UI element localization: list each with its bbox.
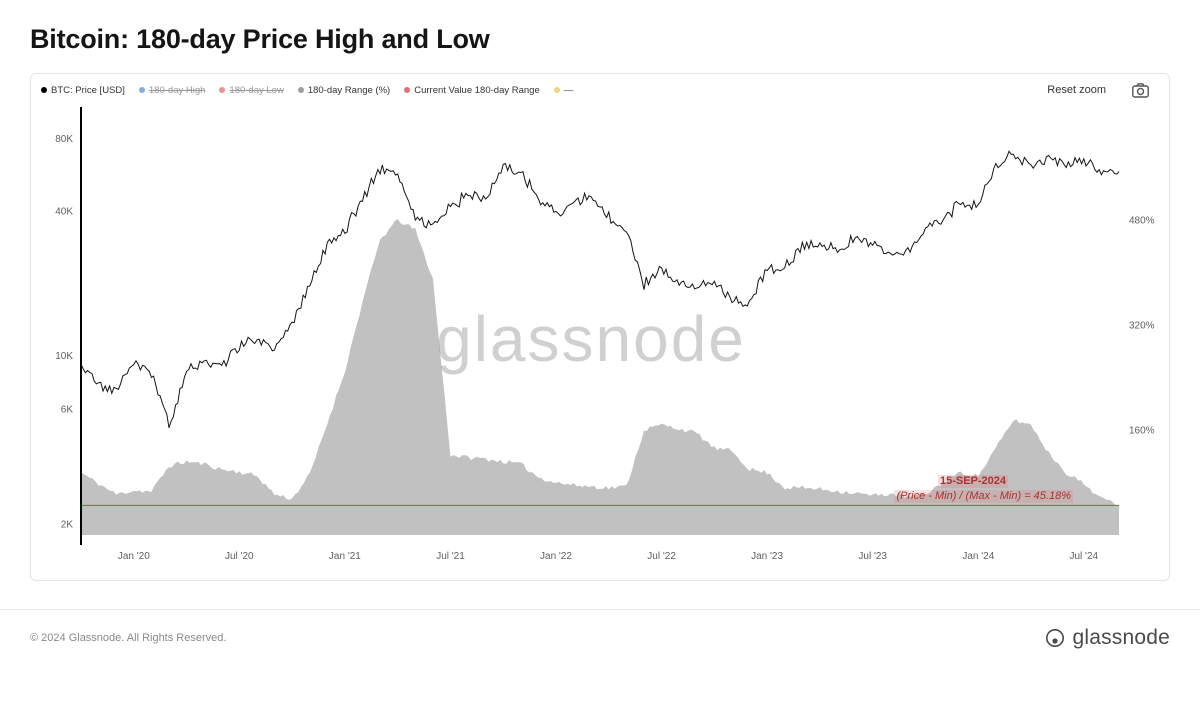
page-root: Bitcoin: 180-day Price High and Low BTC:… — [0, 24, 1200, 666]
y-axis-left-label: 6K — [61, 405, 74, 416]
legend-item[interactable]: 180-day Range (%) — [297, 84, 391, 96]
reset-zoom-button[interactable]: Reset zoom — [1041, 81, 1112, 99]
x-axis-label: Jan '20 — [118, 551, 150, 562]
y-axis-right-label: 320% — [1129, 321, 1155, 332]
price-range-chart[interactable]: glassnode 2K 6K 10K 40K 80K 160% 320% 480% Jan '2… — [31, 99, 1167, 574]
y-axis-left-label: 40K — [55, 206, 73, 217]
chart-legend: BTC: Price [USD] 180-day High 180-day Low 1… — [41, 85, 573, 96]
y-axis-left-label: 2K — [61, 520, 74, 531]
glassnode-logo-icon — [1046, 629, 1065, 647]
x-axis-label: Jan '23 — [751, 551, 783, 562]
chart-header: BTC: Price [USD] 180-day High 180-day Low 1… — [31, 74, 1169, 99]
camera-icon[interactable] — [1132, 82, 1149, 98]
x-axis-label: Jan '21 — [329, 551, 361, 562]
chart-toolbar: Reset zoom — [1041, 81, 1155, 99]
y-axis-right-label: 480% — [1129, 216, 1155, 227]
y-axis-left-label: 10K — [55, 351, 73, 362]
legend-item[interactable]: 180-day Low — [219, 84, 284, 96]
x-axis-label: Jul '24 — [1070, 551, 1099, 562]
x-axis-label: Jul '21 — [436, 551, 465, 562]
legend-marker-icon — [138, 87, 145, 93]
legend-marker-icon — [553, 87, 560, 93]
price-line — [80, 150, 1120, 428]
glassnode-logo: glassnode — [1045, 626, 1170, 650]
y-axis-right-label: 160% — [1129, 426, 1155, 437]
legend-marker-icon — [219, 87, 226, 93]
legend-marker-icon — [297, 87, 304, 93]
legend-item-label: 180-day High — [148, 84, 206, 96]
x-axis-label: Jul '23 — [858, 551, 887, 562]
legend-item[interactable]: Current Value 180-day Range — [404, 85, 540, 96]
page-title: Bitcoin: 180-day Price High and Low — [30, 24, 490, 54]
x-axis-label: Jan '22 — [540, 551, 572, 562]
glassnode-wordmark: glassnode — [1072, 626, 1170, 649]
legend-item-label: BTC: Price [USD] — [51, 84, 125, 96]
legend-item[interactable]: 180-day High — [138, 84, 206, 96]
legend-item-label: Current Value 180-day Range — [414, 84, 540, 96]
x-axis-label: Jan '24 — [962, 551, 994, 562]
x-axis-label: Jul '20 — [225, 551, 254, 562]
legend-item-label: 180-day Range (%) — [307, 84, 391, 96]
chart-card: BTC: Price [USD] 180-day High 180-day Low 1… — [30, 73, 1170, 581]
legend-item-label: 180-day Low — [229, 84, 284, 96]
y-axis-left-label: 80K — [55, 134, 73, 145]
camera-icon-glyph — [1132, 82, 1149, 98]
legend-item[interactable]: — — [553, 84, 574, 96]
legend-marker-icon — [41, 87, 47, 93]
legend-item-label: — — [563, 84, 574, 96]
legend-marker-icon — [404, 87, 411, 93]
page-footer: © 2024 Glassnode. All Rights Reserved. g… — [0, 609, 1200, 666]
x-axis-label: Jul '22 — [647, 551, 676, 562]
footer-copyright: © 2024 Glassnode. All Rights Reserved. — [30, 632, 227, 644]
range-area — [81, 219, 1119, 535]
legend-item[interactable]: BTC: Price [USD] — [41, 85, 125, 96]
chart-canvas[interactable]: glassnode 2K 6K 10K 40K 80K 160% 320% 480% Jan '2… — [31, 99, 1169, 574]
watermark: glassnode — [436, 303, 746, 375]
